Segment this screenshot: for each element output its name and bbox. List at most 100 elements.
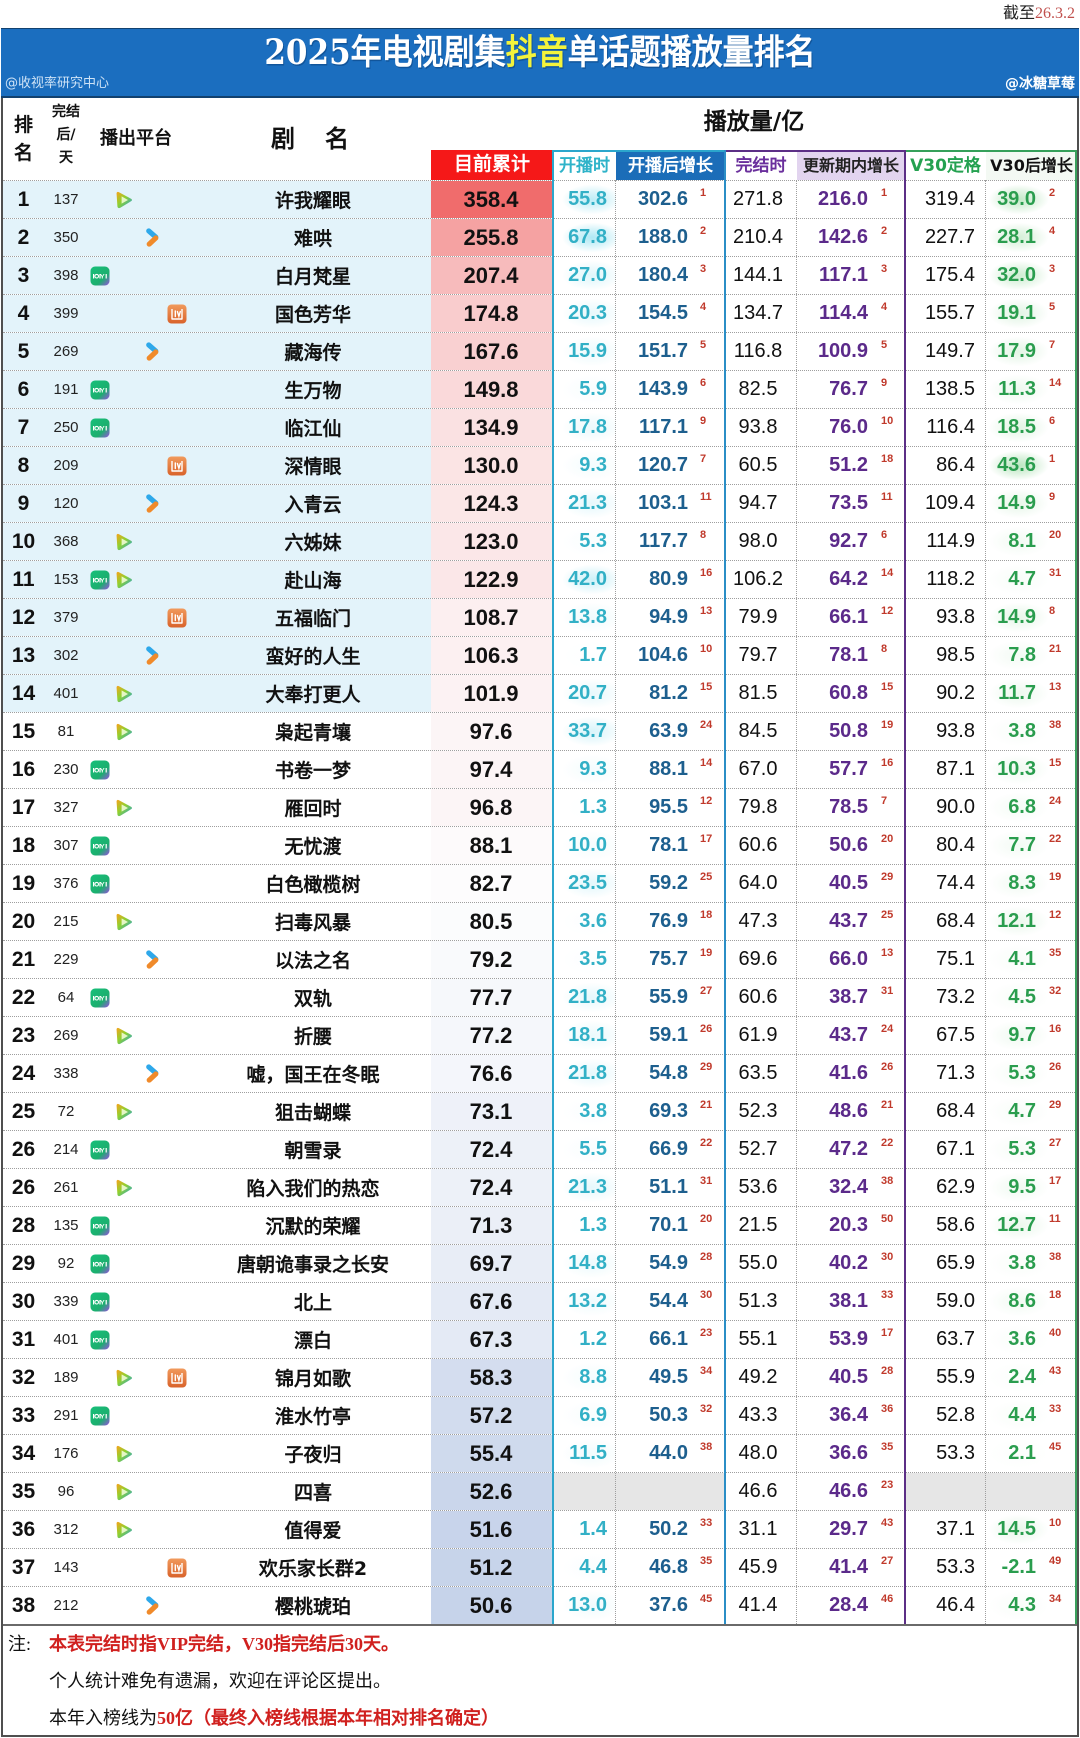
v30-cell: 90.2 [905, 675, 986, 712]
run-growth-rank: 3 [881, 263, 888, 275]
v30-value: 149.7 [924, 340, 975, 362]
days-after-finale-cell: 143 [44, 1549, 88, 1586]
post-premiere-growth-rank: 4 [700, 301, 707, 313]
run-growth-cell: 66.1 12 [797, 599, 905, 636]
post-premiere-growth-rank: 26 [700, 1023, 713, 1035]
tencent-video-icon [114, 532, 134, 552]
premiere-views-value: 42.0 [568, 568, 607, 590]
rank-value: 33 [11, 1403, 36, 1427]
total-views-value: 76.6 [469, 1060, 513, 1086]
rank-cell: 30 [3, 1283, 44, 1320]
finale-group-divider [724, 150, 726, 1624]
drama-name-cell: 樱桃琥珀 [195, 1587, 431, 1624]
run-growth-value: 41.6 [829, 1062, 868, 1084]
at-finale-cell: 43.3 [725, 1397, 797, 1434]
run-growth-cell: 114.4 4 [797, 295, 905, 332]
drama-name-cell: 藏海传 [195, 333, 431, 370]
total-views-value: 106.3 [463, 642, 519, 668]
platform-cell [88, 257, 195, 294]
table-row: 30 339 北上 67.6 13.2 54.4 30 51.3 38.1 33 5… [3, 1282, 1077, 1320]
at-finale-cell: 48.0 [725, 1435, 797, 1472]
post-premiere-growth-rank: 11 [700, 491, 712, 503]
v30-growth-rank: 32 [1049, 985, 1062, 997]
mango-tv-icon [167, 1368, 187, 1388]
total-views-value: 73.1 [469, 1098, 513, 1124]
run-growth-cell: 100.9 5 [797, 333, 905, 370]
v30-value: 68.4 [936, 1100, 975, 1122]
premiere-views-value: 5.3 [579, 530, 607, 552]
at-finale-cell: 60.6 [725, 979, 797, 1016]
table-row: 1 137 许我耀眼 358.4 55.8 302.6 1 271.8 216.0… [3, 180, 1077, 218]
total-views-cell: 130.0 [431, 447, 553, 484]
platform-cell [88, 447, 195, 484]
premiere-views-cell: 5.9 [553, 371, 616, 408]
total-views-cell: 72.4 [431, 1169, 553, 1206]
drama-name-cell: 无忧渡 [195, 827, 431, 864]
days-after-finale-cell: 230 [44, 751, 88, 788]
v30-growth-cell: 11.3 14 [986, 371, 1077, 408]
total-views-cell: 174.8 [431, 295, 553, 332]
run-growth-rank: 28 [881, 1365, 894, 1377]
run-growth-value: 40.5 [829, 872, 868, 894]
rank-cell: 29 [3, 1245, 44, 1282]
platform-cell [88, 1511, 195, 1548]
total-views-value: 51.6 [469, 1516, 513, 1542]
days-after-finale-cell: 189 [44, 1359, 88, 1396]
post-premiere-growth-rank: 38 [700, 1441, 713, 1453]
table-header: 排 名 完结 后/ 天 播出平台 剧 名 播放量/亿 目前累计 开播时 开播后增… [3, 98, 1077, 180]
post-premiere-growth-value: 54.8 [649, 1062, 688, 1084]
total-views-value: 67.6 [469, 1288, 513, 1314]
ranking-table: 排 名 完结 后/ 天 播出平台 剧 名 播放量/亿 目前累计 开播时 开播后增… [1, 98, 1079, 1737]
total-views-cell: 69.7 [431, 1245, 553, 1282]
table-row: 18 307 无忧渡 88.1 10.0 78.1 17 60.6 50.6 20 … [3, 826, 1077, 864]
run-growth-cell: 53.9 17 [797, 1321, 905, 1358]
days-value: 137 [53, 191, 79, 208]
run-growth-cell: 66.0 13 [797, 941, 905, 978]
v30-growth-value: 4.7 [1008, 568, 1036, 590]
premiere-views-cell: 1.2 [553, 1321, 616, 1358]
v30-cell: 118.2 [905, 561, 986, 598]
drama-name: 漂白 [293, 1330, 332, 1352]
premiere-views-cell: 20.3 [553, 295, 616, 332]
table-row: 4 399 国色芳华 174.8 20.3 154.5 4 134.7 114.4… [3, 294, 1077, 332]
at-finale-value: 79.7 [738, 644, 778, 666]
total-views-cell: 71.3 [431, 1207, 553, 1244]
v30-growth-cell: 3.8 38 [986, 713, 1077, 750]
at-finale-cell: 98.0 [725, 523, 797, 560]
v30-cell: 67.1 [905, 1131, 986, 1168]
rank-value: 4 [17, 301, 30, 325]
rank-cell: 5 [3, 333, 44, 370]
premiere-group-divider [552, 150, 554, 1624]
days-after-finale-cell: 191 [44, 371, 88, 408]
at-finale-value: 64.0 [738, 872, 778, 894]
run-growth-value: 114.4 [819, 302, 868, 324]
iqiyi-icon [90, 836, 110, 856]
post-premiere-growth-cell: 302.6 1 [616, 181, 725, 218]
drama-name-cell: 淮水竹亭 [195, 1397, 431, 1434]
post-premiere-growth-cell: 75.7 19 [616, 941, 725, 978]
run-growth-rank: 22 [881, 1137, 894, 1149]
premiere-views-cell: 5.5 [553, 1131, 616, 1168]
total-views-cell: 77.2 [431, 1017, 553, 1054]
total-views-cell: 108.7 [431, 599, 553, 636]
days-after-finale-cell: 307 [44, 827, 88, 864]
post-premiere-growth-cell: 117.1 9 [616, 409, 725, 446]
table-row: 34 176 子夜归 55.4 11.5 44.0 38 48.0 36.6 35 … [3, 1434, 1077, 1472]
days-value: 269 [53, 1027, 79, 1044]
post-premiere-growth-rank: 10 [700, 643, 713, 655]
rank-value: 14 [11, 681, 36, 705]
rank-cell: 14 [3, 675, 44, 712]
premiere-views-cell: 42.0 [553, 561, 616, 598]
iqiyi-icon [90, 988, 110, 1008]
run-growth-rank: 16 [881, 757, 894, 769]
v30-value: 53.3 [936, 1556, 975, 1578]
platform-cell [88, 713, 195, 750]
post-premiere-growth-value: 78.1 [649, 834, 688, 856]
run-growth-rank: 10 [881, 415, 894, 427]
iqiyi-icon [90, 266, 110, 286]
total-views-cell: 122.9 [431, 561, 553, 598]
post-premiere-growth-cell: 94.9 13 [616, 599, 725, 636]
rank-value: 24 [11, 1061, 36, 1085]
post-premiere-growth-value: 88.1 [649, 758, 688, 780]
v30-growth-rank: 38 [1049, 1251, 1062, 1263]
